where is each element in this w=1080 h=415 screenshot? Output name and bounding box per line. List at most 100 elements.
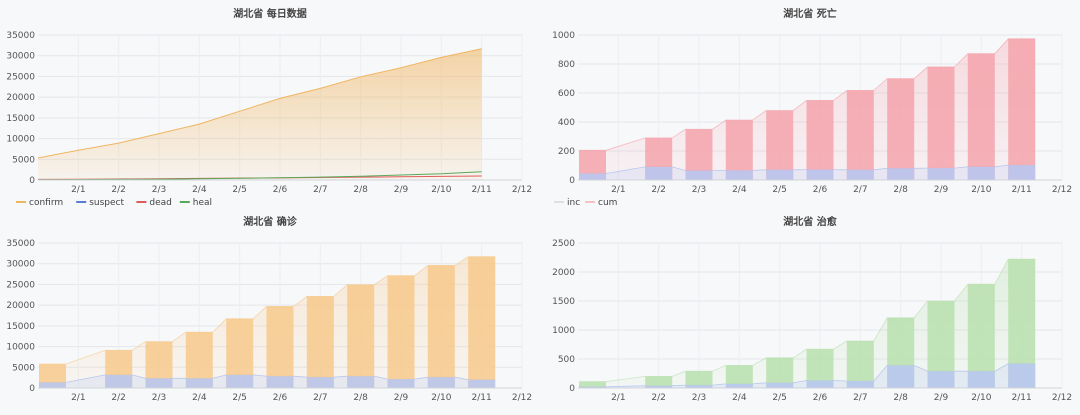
bar-cum	[306, 296, 334, 388]
chart-title: 湖北省 治愈	[783, 215, 837, 228]
bar-inc	[927, 371, 955, 388]
healed-chart-panel: 湖北省 治愈 0 500 1000 1500 2000 2500 2/1 2/2 2/3 2/4 2/…	[540, 208, 1080, 415]
x-tick-label: 2/8	[893, 393, 908, 403]
series-line-heal	[37, 171, 482, 181]
confirmed-chart-panel: 湖北省 确诊 0 5000 10000 15000 20000 25000 30000 3500…	[0, 208, 540, 415]
y-tick-label: 0	[29, 384, 35, 394]
legend-label-suspect: suspect	[89, 198, 124, 207]
x-tick-label: 2/1	[71, 185, 85, 195]
bar-inc	[766, 169, 794, 180]
y-tick-label: 20000	[6, 301, 35, 311]
x-tick-label: 2/3	[692, 185, 706, 195]
bar-inc	[185, 378, 213, 388]
x-tick-label: 2/7	[313, 393, 327, 403]
x-tick-label: 2/6	[813, 393, 828, 403]
x-tick-label: 2/4	[732, 185, 747, 195]
bar-inc	[645, 166, 673, 180]
y-tick-label: 5000	[12, 363, 35, 373]
bar-inc	[226, 374, 254, 388]
bar-inc	[645, 385, 673, 388]
y-tick-label: 600	[558, 89, 575, 99]
x-tick-label: 2/7	[313, 185, 327, 195]
bar-cum	[927, 66, 955, 180]
x-tick-label: 2/4	[192, 185, 207, 195]
bar-inc	[306, 377, 334, 388]
series-area-confirm	[38, 48, 482, 181]
x-tick-label: 2/10	[971, 185, 991, 195]
x-tick-label: 2/1	[71, 393, 85, 403]
bar-inc	[927, 168, 955, 180]
bar-inc	[967, 166, 995, 180]
y-tick-label: 30000	[6, 52, 35, 62]
bar-inc	[145, 378, 173, 388]
bar-inc	[1008, 165, 1036, 180]
y-tick-label: 10000	[6, 135, 35, 145]
x-tick-label: 2/9	[934, 393, 949, 403]
x-tick-label: 2/1	[611, 393, 625, 403]
bar-cum	[846, 341, 874, 388]
bar-inc	[846, 169, 874, 180]
x-tick-label: 2/2	[111, 393, 125, 403]
y-tick-label: 30000	[6, 260, 35, 270]
legend-label-confirm: confirm	[29, 198, 63, 207]
daily-data-chart-panel: 湖北省 每日数据 0 5000 10000 15000 20000 25000 30000 35…	[0, 0, 540, 207]
bar-inc	[105, 374, 133, 388]
bar-cum	[887, 78, 915, 180]
y-tick-label: 25000	[6, 72, 35, 82]
cum-trend-line	[39, 256, 496, 365]
bar-cum	[766, 110, 794, 180]
y-tick-label: 15000	[6, 114, 35, 124]
x-tick-label: 2/11	[472, 393, 492, 403]
x-tick-label: 2/6	[273, 185, 288, 195]
inc-trend-area	[579, 363, 1036, 388]
bar-cum	[468, 256, 496, 388]
x-tick-label: 2/9	[394, 393, 409, 403]
healed-chart: 湖北省 治愈 0 500 1000 1500 2000 2500 2/1 2/2 2/3 2/4 2/…	[552, 215, 1072, 403]
bar-inc	[1008, 363, 1036, 388]
x-tick-label: 2/7	[853, 393, 867, 403]
bar-cum	[579, 381, 606, 388]
y-tick-label: 15000	[6, 322, 35, 332]
deaths-chart-panel: 湖北省 死亡 0 200 400 600 800 1000 2/1 2/2 2/3 2/4 2/5 2/…	[540, 0, 1080, 207]
x-tick-label: 2/9	[934, 185, 949, 195]
x-tick-label: 2/5	[772, 393, 786, 403]
x-tick-label: 2/12	[512, 393, 532, 403]
daily-data-chart: 湖北省 每日数据 0 5000 10000 15000 20000 25000 30000 35…	[6, 7, 532, 207]
x-tick-label: 2/11	[472, 185, 492, 195]
chart-title: 湖北省 每日数据	[233, 7, 306, 20]
x-tick-label: 2/8	[353, 393, 368, 403]
bar-inc	[39, 382, 66, 388]
bar-inc	[967, 371, 995, 388]
bar-inc	[427, 377, 455, 388]
x-tick-label: 2/10	[971, 393, 991, 403]
x-tick-label: 2/11	[1012, 393, 1032, 403]
x-tick-label: 2/2	[651, 185, 665, 195]
confirmed-chart: 湖北省 确诊 0 5000 10000 15000 20000 25000 30000 3500…	[6, 215, 532, 403]
y-tick-label: 2500	[552, 239, 575, 249]
x-tick-label: 2/4	[192, 393, 207, 403]
x-tick-label: 2/8	[353, 185, 368, 195]
x-tick-label: 2/8	[893, 185, 908, 195]
bar-inc	[725, 383, 753, 388]
x-tick-label: 2/1	[611, 185, 625, 195]
legend-label-cum: cum	[598, 198, 617, 207]
bar-cum	[387, 275, 415, 388]
x-tick-label: 2/7	[853, 185, 867, 195]
y-tick-label: 35000	[6, 31, 35, 41]
x-tick-label: 2/2	[651, 393, 665, 403]
x-tick-label: 2/5	[232, 393, 246, 403]
bar-inc	[685, 385, 713, 388]
series-line-confirm	[37, 48, 482, 159]
x-tick-label: 2/9	[394, 185, 409, 195]
y-tick-label: 1000	[552, 31, 575, 41]
bar-inc	[806, 380, 834, 388]
x-tick-label: 2/5	[232, 185, 246, 195]
bar-inc	[846, 381, 874, 388]
bar-inc	[725, 170, 753, 180]
bar-cum	[347, 284, 375, 388]
bar-inc	[387, 379, 415, 388]
y-tick-label: 1500	[552, 297, 575, 307]
x-tick-label: 2/3	[152, 393, 166, 403]
x-tick-label: 2/11	[1012, 185, 1032, 195]
bar-inc	[685, 170, 713, 180]
